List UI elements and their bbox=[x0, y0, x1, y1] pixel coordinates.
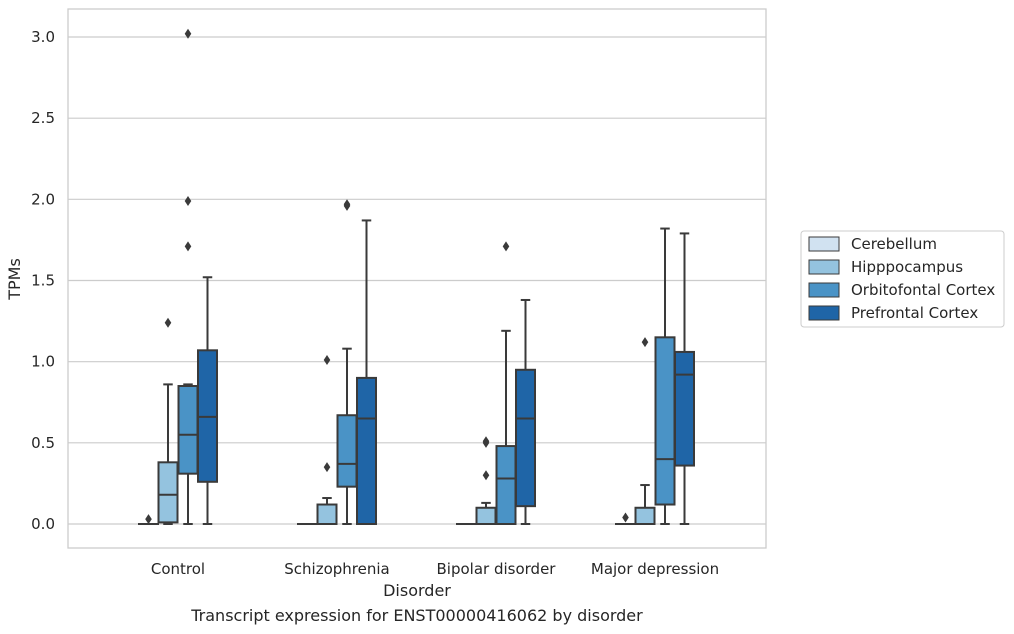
iqr-box bbox=[674, 350, 695, 467]
box-2-3 bbox=[654, 227, 676, 525]
outlier-point bbox=[482, 436, 490, 447]
outlier-point bbox=[323, 462, 331, 473]
x-tick-label: Control bbox=[151, 560, 205, 578]
box-2-2 bbox=[495, 241, 517, 525]
box-3-2 bbox=[515, 298, 536, 525]
outlier-point bbox=[184, 195, 192, 206]
iqr-box bbox=[316, 503, 338, 525]
legend-frame bbox=[800, 230, 1005, 328]
outlier-point bbox=[482, 470, 490, 481]
iqr-box bbox=[336, 414, 358, 488]
iqr-box bbox=[515, 368, 536, 508]
iqr-box bbox=[157, 461, 179, 524]
outlier-point bbox=[641, 337, 649, 348]
box-2-0 bbox=[177, 28, 199, 525]
x-axis-ticks: Control Schizophrenia Bipolar disorder Majo… bbox=[151, 560, 719, 578]
outlier-point bbox=[343, 199, 351, 210]
outlier-point bbox=[145, 514, 152, 525]
x-tick-label: Bipolar disorder bbox=[437, 560, 557, 578]
outlier-point bbox=[502, 241, 510, 252]
outlier-point bbox=[164, 317, 172, 328]
legend-label: Orbitofontal Cortex bbox=[851, 281, 995, 299]
y-tick-label: 0.0 bbox=[31, 515, 55, 533]
iqr-box bbox=[634, 506, 656, 525]
legend-swatch bbox=[808, 282, 840, 298]
outlier-point bbox=[184, 241, 192, 252]
iqr-box bbox=[475, 506, 497, 525]
legend-swatch bbox=[808, 305, 840, 321]
legend-label: Prefrontal Cortex bbox=[851, 304, 978, 322]
box-plots bbox=[138, 28, 695, 526]
box-1-1 bbox=[316, 355, 338, 525]
iqr-box bbox=[356, 376, 377, 525]
y-tick-label: 1.0 bbox=[31, 353, 55, 371]
y-tick-label: 2.5 bbox=[31, 109, 55, 127]
box-0-0 bbox=[138, 514, 159, 526]
box-3-1 bbox=[356, 219, 377, 525]
outlier-point bbox=[622, 512, 629, 523]
legend-swatch bbox=[808, 259, 840, 275]
box-2-1 bbox=[336, 199, 358, 525]
figure-caption: Transcript expression for ENST0000041606… bbox=[191, 606, 643, 625]
legend-label: Cerebellum bbox=[851, 235, 937, 253]
x-axis-label: Disorder bbox=[383, 581, 451, 600]
iqr-box bbox=[654, 336, 676, 506]
y-tick-label: 0.5 bbox=[31, 434, 55, 452]
y-tick-label: 2.0 bbox=[31, 190, 55, 208]
x-tick-label: Major depression bbox=[591, 560, 719, 578]
box-3-0 bbox=[197, 276, 218, 525]
x-tick-label: Schizophrenia bbox=[284, 560, 389, 578]
iqr-box bbox=[495, 445, 517, 525]
outlier-point bbox=[323, 355, 331, 366]
legend-swatch bbox=[808, 236, 840, 252]
legend-label: Hipppocampus bbox=[851, 258, 963, 276]
y-axis-ticks: 0.0 0.5 1.0 1.5 2.0 2.5 3.0 bbox=[31, 28, 55, 533]
box-1-0 bbox=[157, 317, 179, 525]
box-3-3 bbox=[674, 232, 695, 525]
box-1-2 bbox=[475, 436, 497, 525]
plot-area-frame bbox=[67, 8, 767, 549]
box-0-3 bbox=[615, 512, 636, 526]
legend: Cerebellum Hipppocampus Orbitofontal Corte… bbox=[800, 230, 1005, 328]
y-tick-label: 1.5 bbox=[31, 272, 55, 290]
box-1-3 bbox=[634, 337, 656, 525]
outlier-point bbox=[184, 28, 192, 39]
iqr-box bbox=[177, 385, 199, 475]
y-axis-label: TPMs bbox=[5, 258, 24, 301]
y-tick-label: 3.0 bbox=[31, 28, 55, 46]
